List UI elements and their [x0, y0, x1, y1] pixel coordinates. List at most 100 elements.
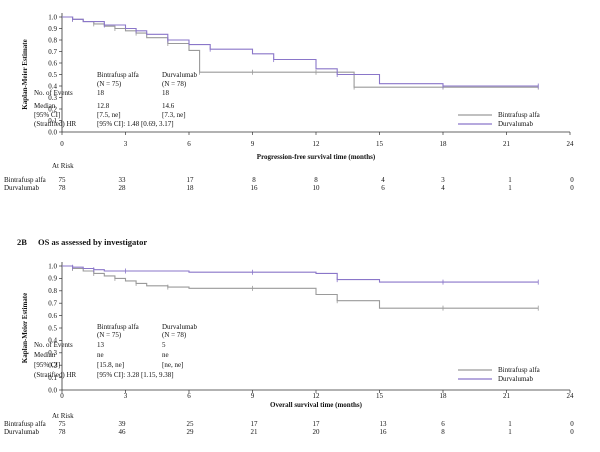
x-tick-label: 21 — [503, 140, 511, 148]
at-risk-value: 78 — [59, 428, 67, 436]
at-risk-value: 20 — [313, 428, 321, 436]
stats-row-label: Median — [34, 351, 56, 359]
y-tick-label: 0.6 — [48, 59, 57, 67]
x-tick-label: 24 — [567, 392, 575, 400]
at-risk-value: 1 — [508, 428, 512, 436]
stats-row-value: 18 — [97, 89, 105, 97]
x-axis-title: Overall survival time (months) — [270, 401, 363, 409]
at-risk-value: 28 — [119, 184, 127, 192]
x-tick-label: 24 — [567, 140, 575, 148]
stats-row-value: [ne, ne] — [162, 361, 183, 369]
at-risk-value: 39 — [119, 420, 127, 428]
at-risk-value: 0 — [570, 420, 574, 428]
at-risk-value: 75 — [59, 420, 67, 428]
stats-row-value: 18 — [162, 89, 170, 97]
y-tick-label: 0.8 — [48, 287, 57, 295]
at-risk-value: 0 — [570, 176, 574, 184]
y-tick-label: 0.0 — [48, 386, 57, 394]
x-tick-label: 0 — [60, 140, 64, 148]
legend-label-1: Bintrafusp alfa — [498, 366, 541, 374]
y-tick-label: 0.9 — [48, 25, 57, 33]
stats-row-label: (Stratified) HR — [34, 371, 77, 379]
stats-row-value: 12.8 — [97, 102, 110, 110]
at-risk-value: 3 — [441, 176, 445, 184]
x-tick-label: 15 — [376, 140, 384, 148]
panel-b-label: 2B — [17, 237, 27, 247]
stats-col-header-2-n: (N = 78) — [162, 331, 187, 339]
at-risk-value: 46 — [119, 428, 127, 436]
legend-label-1: Bintrafusp alfa — [498, 111, 541, 119]
at-risk-value: 13 — [380, 420, 388, 428]
x-tick-label: 9 — [251, 392, 255, 400]
at-risk-row-label: Bintrafusp alfa — [4, 176, 47, 184]
at-risk-value: 6 — [381, 184, 385, 192]
y-tick-label: 0.0 — [48, 128, 57, 136]
y-tick-label: 1.0 — [48, 262, 57, 270]
y-tick-label: 0.6 — [48, 312, 57, 320]
y-tick-label: 0.2 — [48, 105, 57, 113]
y-tick-label: 0.1 — [48, 374, 57, 382]
stats-row-value: [95% CI]: 3.28 [1.15, 9.38] — [97, 371, 174, 379]
y-tick-label: 0.3 — [48, 94, 57, 102]
x-tick-label: 0 — [60, 392, 64, 400]
at-risk-row-label: Durvalumab — [4, 428, 39, 436]
at-risk-value: 1 — [508, 184, 512, 192]
at-risk-value: 0 — [570, 428, 574, 436]
x-tick-label: 21 — [503, 392, 511, 400]
y-tick-label: 0.5 — [48, 71, 57, 79]
at-risk-title: At Risk — [52, 412, 74, 420]
km-plot-2: 0.00.10.20.30.40.50.60.70.80.91.00 3 6 9 12 1… — [4, 262, 574, 436]
y-axis-title: Kaplan-Meier Estimate — [21, 39, 29, 109]
at-risk-value: 8 — [252, 176, 256, 184]
y-tick-label: 0.9 — [48, 275, 57, 283]
at-risk-value: 4 — [441, 184, 445, 192]
stats-col-header-2-n: (N = 78) — [162, 80, 187, 88]
at-risk-value: 16 — [251, 184, 259, 192]
at-risk-value: 29 — [187, 428, 195, 436]
at-risk-value: 17 — [251, 420, 259, 428]
y-tick-label: 0.3 — [48, 349, 57, 357]
stats-col-header-1-n: (N = 75) — [97, 80, 122, 88]
y-tick-label: 0.2 — [48, 362, 57, 370]
stats-col-header-2: Durvalumab — [162, 71, 197, 79]
at-risk-value: 17 — [187, 176, 195, 184]
x-tick-label: 18 — [440, 392, 448, 400]
x-tick-label: 9 — [251, 140, 255, 148]
stats-row-label: Median — [34, 102, 56, 110]
stats-row-value: 14.6 — [162, 102, 175, 110]
x-tick-label: 18 — [440, 140, 448, 148]
stats-row-value: [7.3, ne] — [162, 111, 186, 119]
stats-col-header-1-n: (N = 75) — [97, 331, 122, 339]
at-risk-row-label: Bintrafusp alfa — [4, 420, 47, 428]
stats-row-label: [95% CI] — [34, 361, 60, 369]
stats-col-header-2: Durvalumab — [162, 323, 197, 331]
x-tick-label: 3 — [124, 392, 128, 400]
y-tick-label: 0.5 — [48, 324, 57, 332]
at-risk-value: 6 — [441, 420, 445, 428]
y-axis-title: Kaplan-Meier Estimate — [21, 293, 29, 363]
at-risk-value: 16 — [380, 428, 388, 436]
x-tick-label: 15 — [376, 392, 384, 400]
at-risk-value: 0 — [570, 184, 574, 192]
at-risk-value: 75 — [59, 176, 67, 184]
y-tick-label: 0.8 — [48, 36, 57, 44]
x-tick-label: 6 — [187, 140, 191, 148]
stats-row-value: ne — [162, 351, 169, 359]
y-tick-label: 1.0 — [48, 13, 57, 21]
stats-row-value: [7.5, ne] — [97, 111, 121, 119]
at-risk-value: 18 — [187, 184, 195, 192]
y-tick-label: 0.7 — [48, 48, 57, 56]
x-axis-title: Progression-free survival time (months) — [257, 153, 376, 161]
at-risk-row-label: Durvalumab — [4, 184, 39, 192]
stats-row-value: [95% CI]: 1.48 [0.69, 3.17] — [97, 120, 174, 128]
at-risk-value: 25 — [187, 420, 195, 428]
x-tick-label: 3 — [124, 140, 128, 148]
x-tick-label: 12 — [313, 392, 321, 400]
at-risk-value: 1 — [508, 420, 512, 428]
panel-b-title: OS as assessed by investigator — [38, 237, 147, 247]
stats-col-header-1: Bintrafusp alfa — [97, 71, 140, 79]
stats-row-value: [15.8, ne] — [97, 361, 124, 369]
at-risk-value: 17 — [313, 420, 321, 428]
stats-row-value: 13 — [97, 341, 105, 349]
